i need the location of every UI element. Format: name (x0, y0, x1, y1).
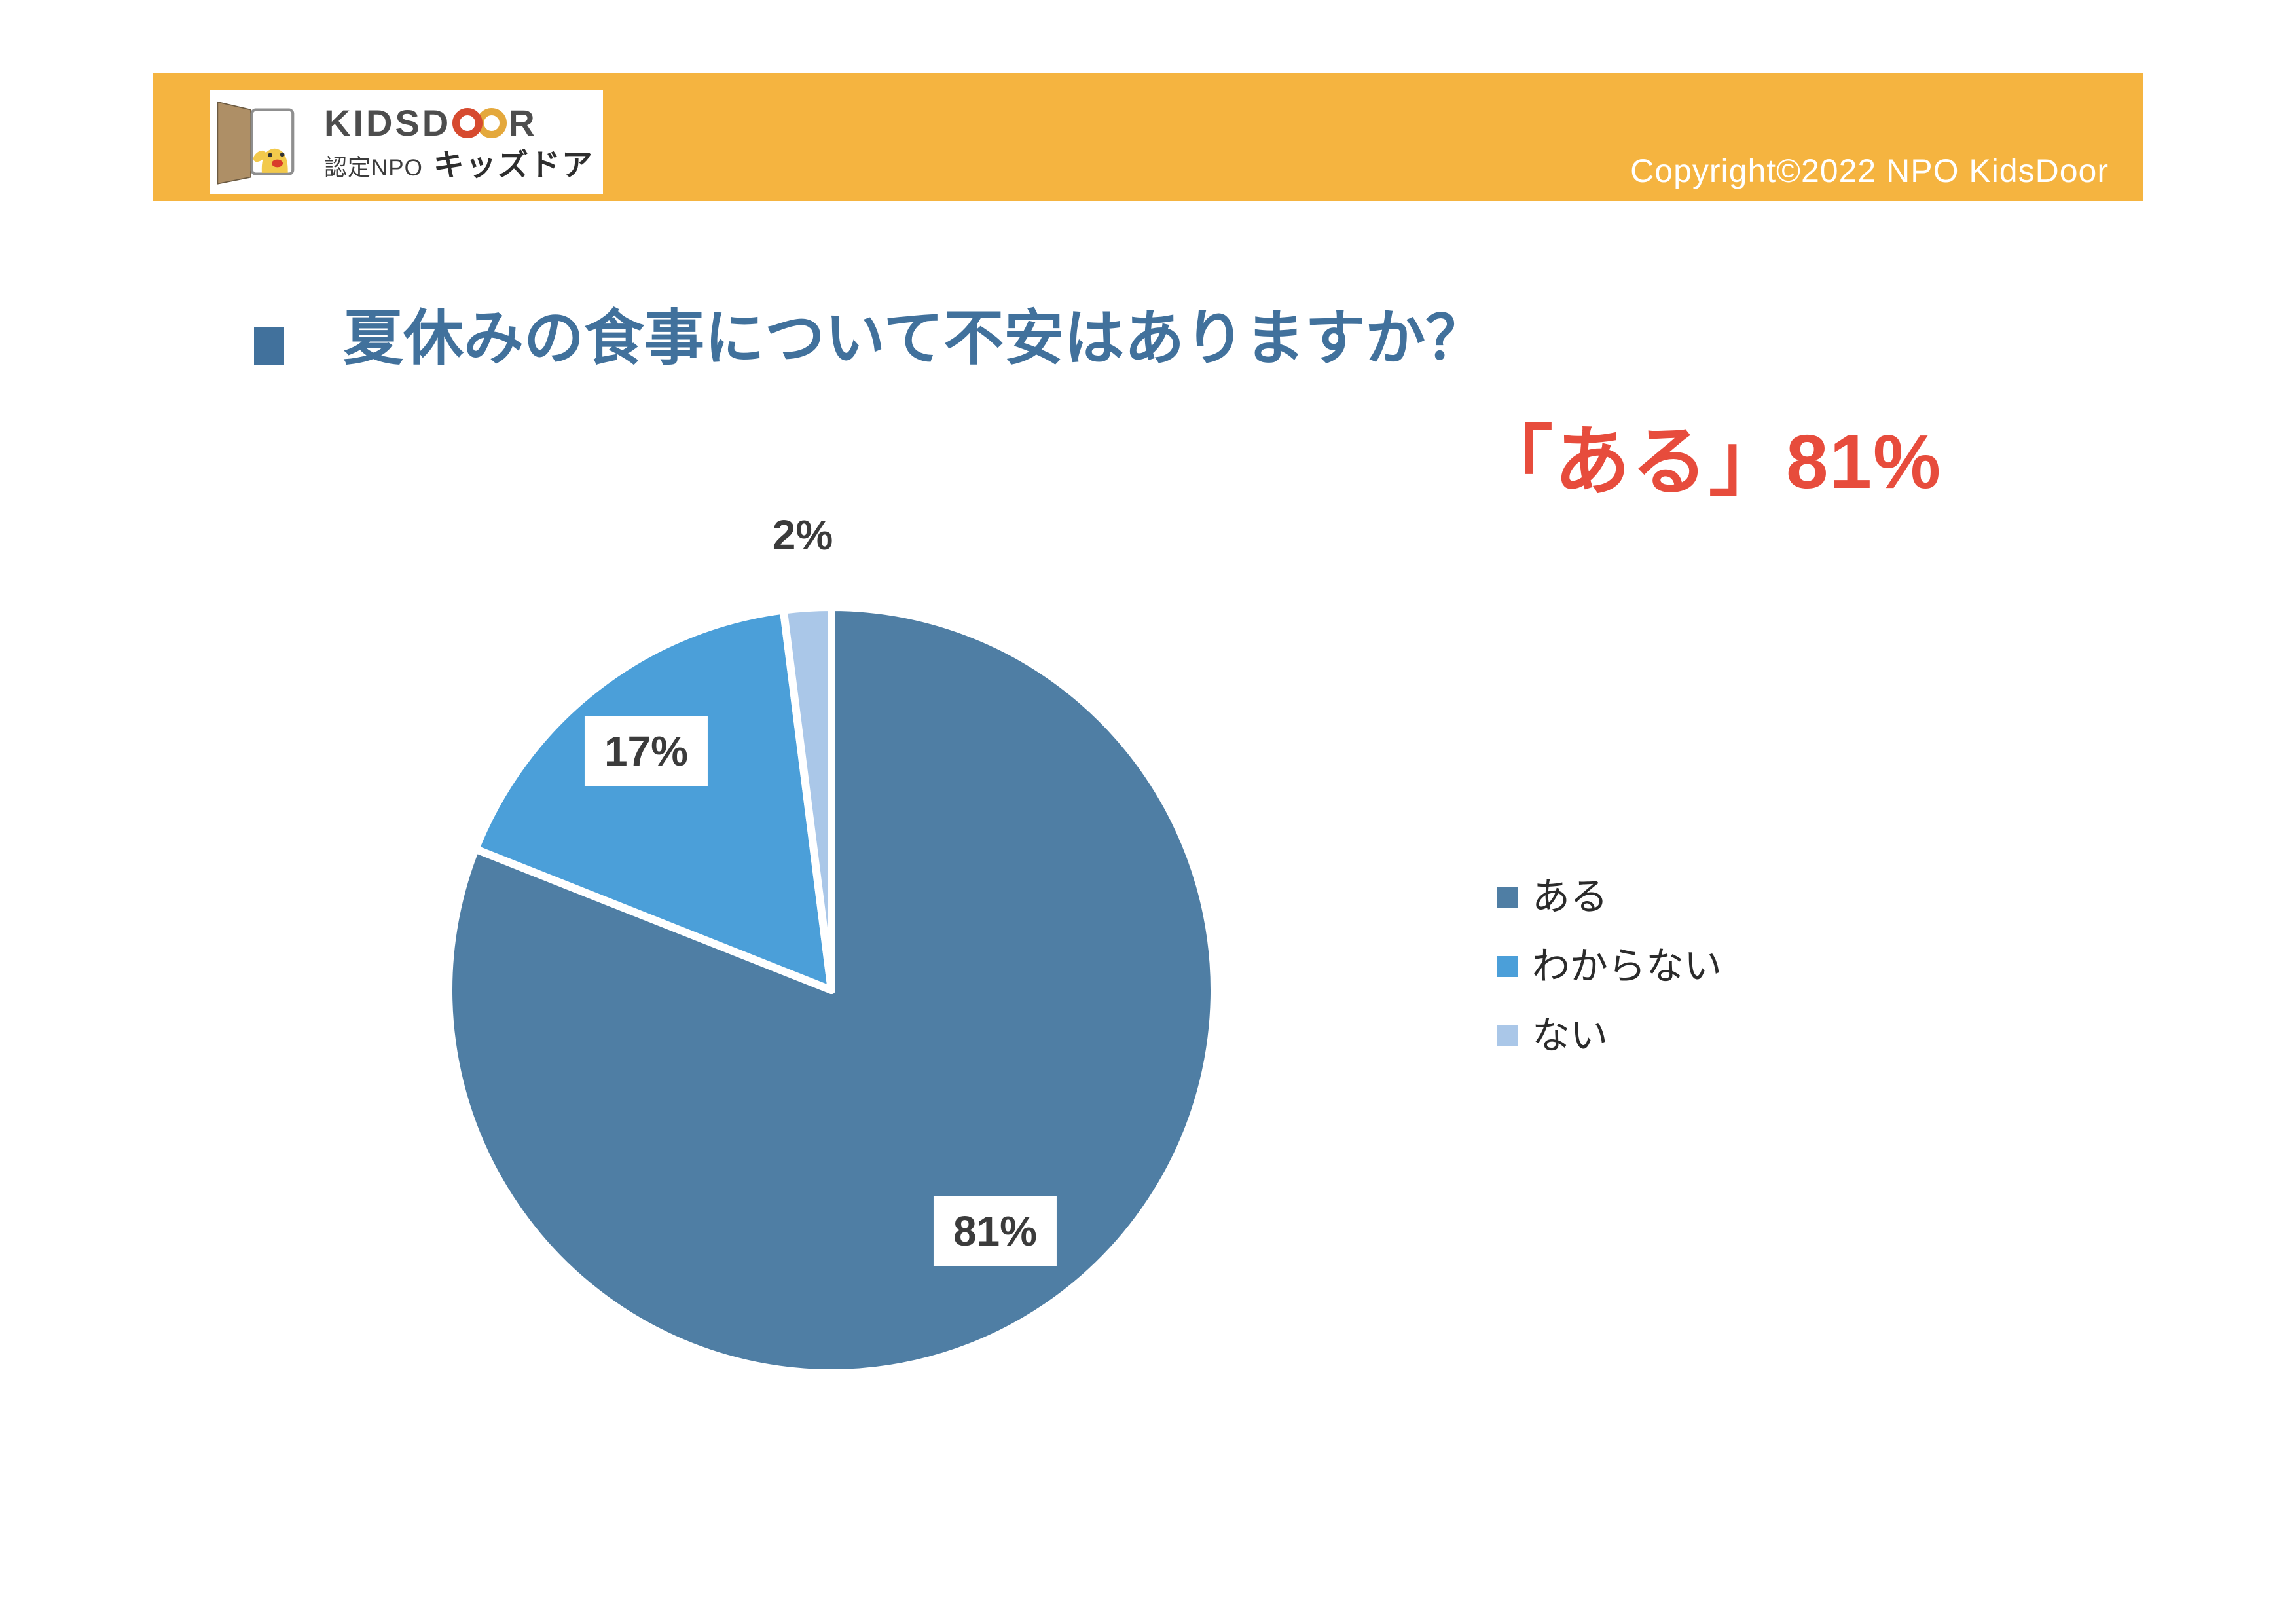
legend-label: ない (1532, 1014, 1609, 1057)
chick-wing (253, 150, 266, 162)
chick-eye-right (280, 152, 285, 157)
legend-label: わからない (1532, 945, 1722, 987)
brand-kana-label: キッズドア (433, 147, 594, 182)
legend-item-ない: ない (1497, 1016, 1722, 1056)
brand-text-after: R (508, 101, 538, 143)
legend-label: ある (1532, 876, 1609, 918)
kidsdoor-logo: KIDSD R 認定NPO キッズドア (210, 90, 603, 194)
chick-eye-left (268, 153, 272, 158)
pie-data-label-ある: 81% (933, 1196, 1057, 1266)
pie-data-label-わからない: 17% (584, 716, 708, 786)
title-bullet-icon (254, 327, 284, 365)
legend-swatch-icon (1497, 956, 1518, 977)
legend-item-ある: ある (1497, 877, 1722, 917)
brand-subtitle: 認定NPO キッズドア (324, 149, 594, 180)
legend-item-わからない: わからない (1497, 947, 1722, 986)
pie-data-label-ない: 2% (772, 511, 833, 559)
red-ring-icon (452, 107, 483, 138)
legend-swatch-icon (1497, 1025, 1518, 1046)
chart-legend: ある わからない ない (1497, 877, 1722, 1056)
pie-slice-ある (445, 603, 1218, 1377)
chick-mouth (272, 159, 283, 168)
answer-callout: 「ある」81% (1477, 419, 1942, 504)
legend-swatch-icon (1497, 887, 1518, 908)
open-door-chick-icon (217, 101, 295, 185)
pie-slice-ない (779, 602, 835, 994)
page-title: 夏休みの食事について不安はありますか？ (343, 305, 1486, 372)
npo-certification-label: 認定NPO (324, 155, 423, 181)
header-band: KIDSD R 認定NPO キッズドア Copyright©2022 NPO Ki… (153, 73, 2143, 201)
door-panel (217, 101, 251, 185)
pie-slice-わからない (471, 606, 835, 994)
pie-chart: 81% 17% 2% (419, 514, 1257, 1409)
copyright-text: Copyright©2022 NPO KidsDoor (1630, 153, 2109, 189)
brand-wordmark: KIDSD R (324, 101, 594, 143)
logo-text-block: KIDSD R 認定NPO キッズドア (324, 101, 594, 180)
brand-text-before: KIDSD (324, 101, 452, 143)
pie-chart-svg (445, 602, 1218, 1377)
